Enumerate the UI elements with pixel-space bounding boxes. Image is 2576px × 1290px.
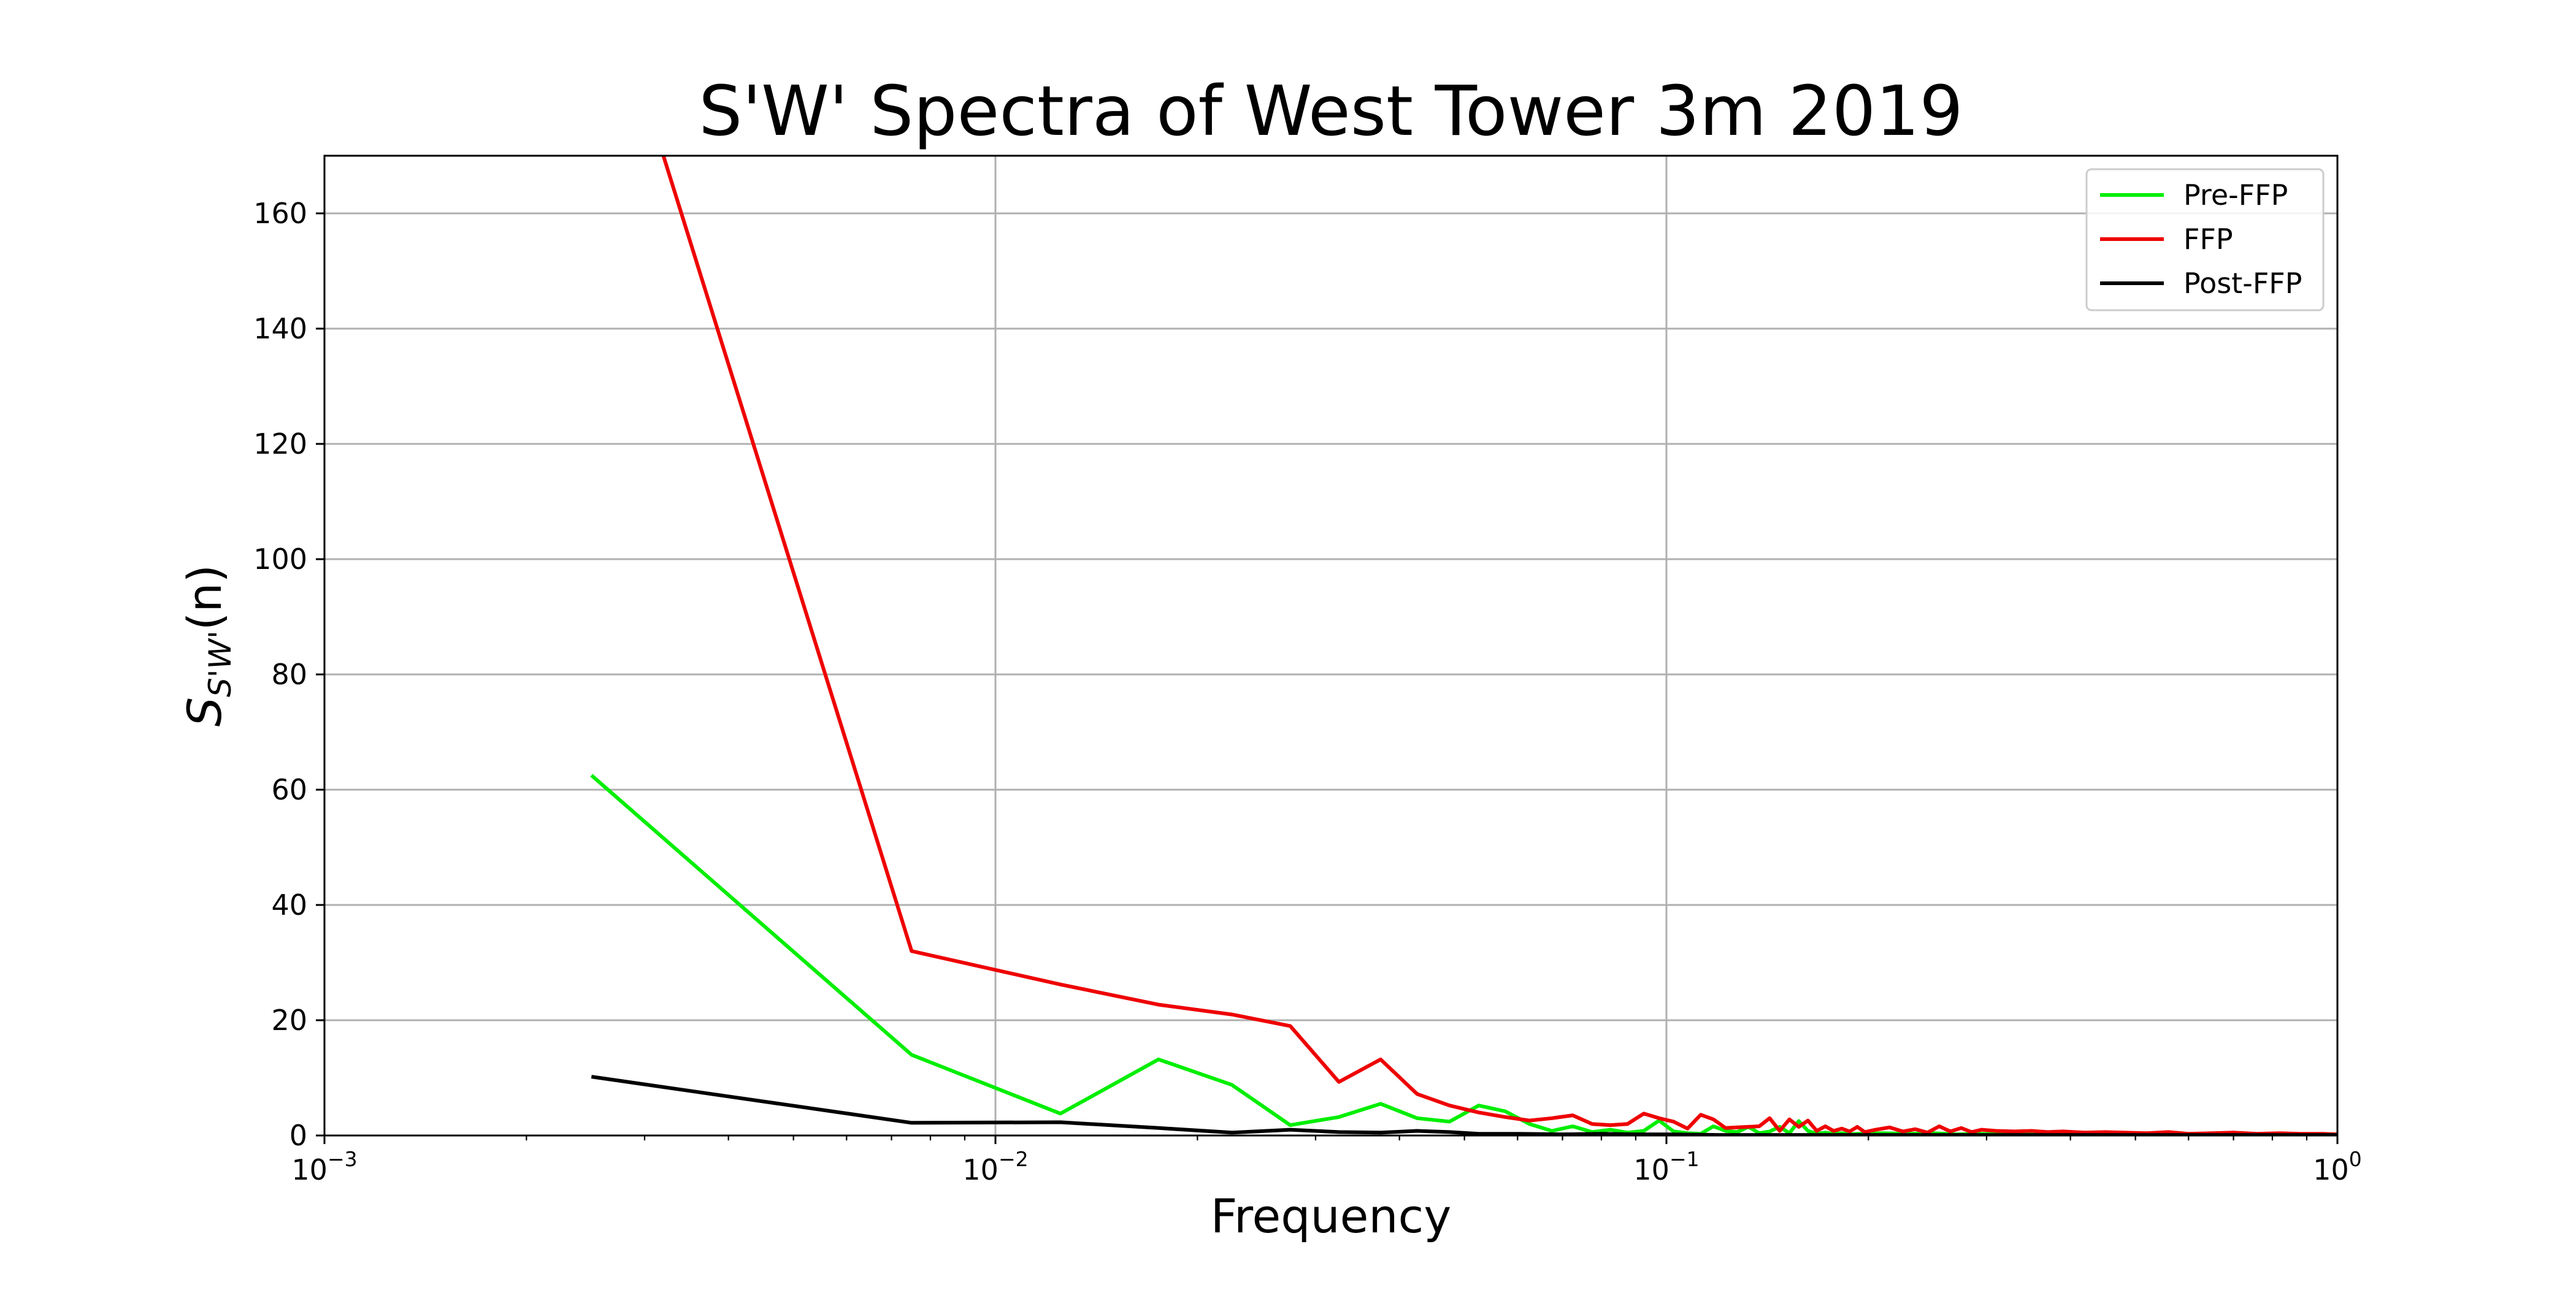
y-tick-label: 160 [253, 197, 307, 230]
x-tick-label: 10−2 [962, 1147, 1028, 1186]
legend-label-ffp: FFP [2183, 223, 2233, 256]
y-tick-label: 20 [271, 1004, 307, 1037]
y-tick-label: 40 [271, 888, 307, 922]
series-line-pre-ffp [590, 774, 2337, 1135]
series-line-post-ffp [591, 1075, 2337, 1135]
legend-label-pre-ffp: Pre-FFP [2183, 178, 2288, 212]
chart-title: S'W' Spectra of West Tower 3m 2019 [699, 72, 1963, 151]
y-tick-label: 0 [289, 1119, 307, 1152]
x-tick-label: 10−1 [1633, 1147, 1699, 1186]
plot-frame [323, 155, 2339, 1137]
y-tick-label: 120 [253, 427, 307, 460]
legend-label-post-ffp: Post-FFP [2183, 267, 2302, 300]
y-tick-label: 80 [271, 658, 307, 691]
axis-ticks: 0 20 40 60 80 100 120 140 160 10−3 10−2 10−1 100 [253, 197, 2362, 1186]
x-tick-label: 100 [2313, 1147, 2362, 1186]
legend: Pre-FFP FFP Post-FFP [2085, 168, 2325, 311]
y-axis-label-base: S [177, 697, 232, 727]
y-axis-label-suffix: (n) [177, 565, 232, 630]
series-line-ffp [661, 156, 2337, 1135]
y-tick-label: 60 [271, 773, 307, 806]
y-axis-label-sub: S'W' [202, 630, 238, 697]
x-axis-label: Frequency [1211, 1189, 1452, 1243]
series-layer [590, 156, 2337, 1135]
y-axis-label: SS'W'(n) [177, 565, 238, 727]
legend-box [2085, 168, 2325, 311]
y-tick-label: 100 [253, 543, 307, 576]
grid-lines [323, 156, 2339, 1137]
y-tick-label: 140 [253, 312, 307, 345]
x-tick-label: 10−3 [291, 1147, 357, 1186]
